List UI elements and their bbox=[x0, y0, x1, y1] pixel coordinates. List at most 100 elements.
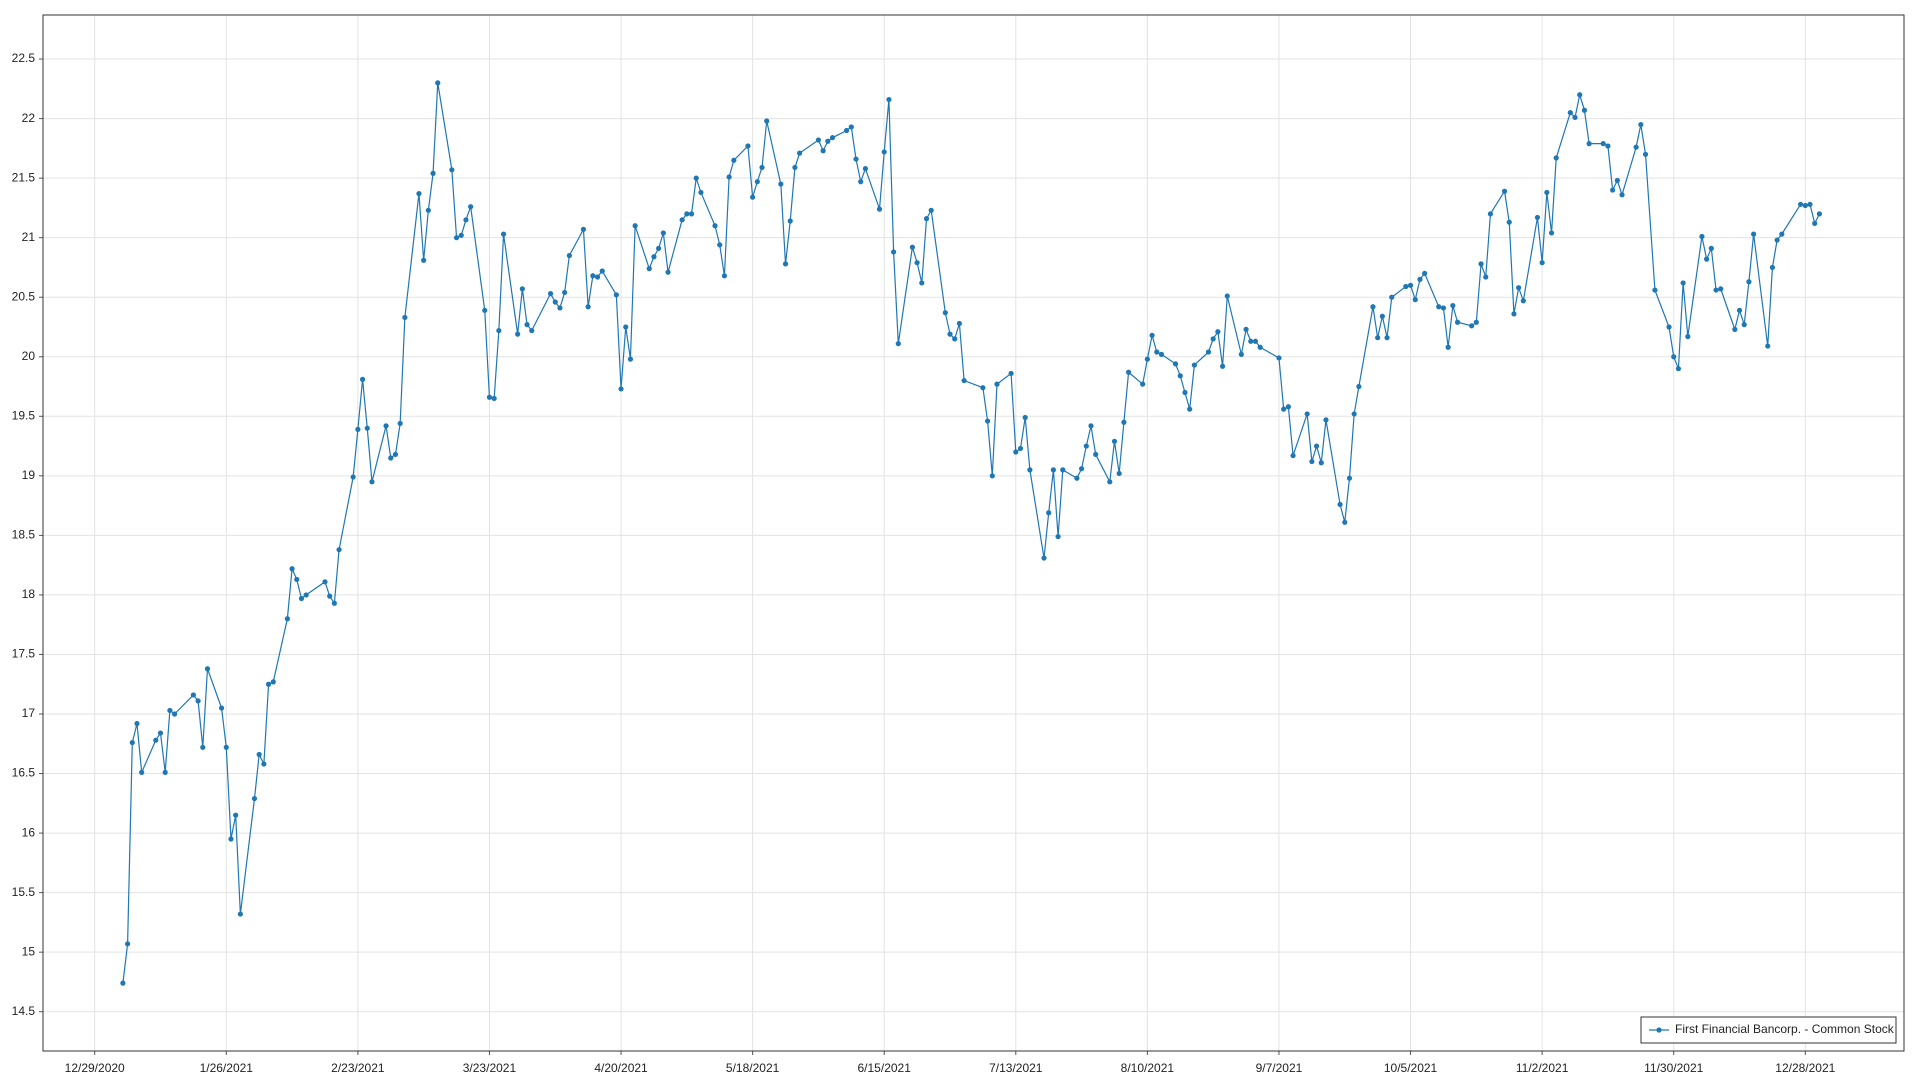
data-point bbox=[1403, 283, 1409, 290]
data-point bbox=[594, 274, 601, 280]
data-point bbox=[797, 150, 803, 156]
data-point bbox=[383, 423, 389, 429]
data-point bbox=[1511, 311, 1517, 317]
data-point bbox=[750, 194, 756, 200]
data-point bbox=[1487, 211, 1494, 217]
data-point bbox=[256, 751, 262, 758]
data-point bbox=[712, 223, 718, 229]
data-point bbox=[1614, 177, 1620, 184]
data-point bbox=[1544, 189, 1550, 196]
data-point bbox=[120, 980, 126, 986]
x-tick-label: 5/18/2021 bbox=[726, 1061, 780, 1075]
data-point bbox=[233, 812, 239, 818]
x-tick-label: 6/15/2021 bbox=[858, 1061, 912, 1075]
data-point bbox=[1337, 501, 1343, 508]
y-tick-label: 19.5 bbox=[12, 408, 36, 422]
data-point bbox=[1600, 141, 1606, 147]
data-point bbox=[200, 744, 206, 750]
data-point bbox=[1483, 274, 1489, 280]
data-point bbox=[956, 320, 963, 327]
data-point bbox=[1807, 201, 1813, 207]
data-point bbox=[886, 96, 892, 103]
data-point bbox=[1050, 467, 1056, 473]
data-point bbox=[1605, 143, 1611, 149]
data-point bbox=[1816, 211, 1823, 217]
x-tick-label: 12/29/2020 bbox=[65, 1061, 125, 1075]
data-point bbox=[1769, 264, 1776, 271]
data-point bbox=[778, 181, 784, 187]
data-point bbox=[693, 175, 699, 181]
data-point bbox=[1713, 287, 1719, 293]
data-point bbox=[1708, 245, 1714, 251]
data-point bbox=[947, 331, 953, 337]
y-tick-label: 15 bbox=[22, 944, 36, 958]
data-point bbox=[1351, 411, 1357, 417]
data-point bbox=[1375, 335, 1381, 341]
x-tick-label: 11/2/2021 bbox=[1516, 1061, 1569, 1075]
data-point bbox=[853, 156, 859, 162]
data-point bbox=[585, 304, 591, 310]
data-point bbox=[844, 127, 850, 134]
data-point bbox=[486, 394, 493, 400]
data-point bbox=[1370, 304, 1376, 310]
data-point bbox=[129, 739, 135, 746]
data-point bbox=[1685, 333, 1691, 340]
data-point bbox=[1666, 324, 1672, 330]
data-point bbox=[1422, 270, 1428, 277]
data-point bbox=[623, 324, 629, 330]
data-point bbox=[1121, 419, 1127, 425]
data-point bbox=[1548, 230, 1555, 236]
data-point bbox=[660, 230, 666, 236]
data-point bbox=[1440, 305, 1447, 311]
data-point bbox=[1798, 201, 1804, 207]
data-point bbox=[124, 941, 131, 947]
data-point bbox=[327, 593, 333, 599]
data-point bbox=[1473, 319, 1479, 325]
data-point bbox=[1290, 452, 1296, 459]
data-point bbox=[745, 143, 751, 149]
data-point bbox=[1017, 445, 1024, 452]
data-point bbox=[134, 720, 140, 727]
data-point bbox=[1450, 302, 1456, 309]
y-tick-label: 14.5 bbox=[12, 1004, 36, 1018]
data-point bbox=[388, 455, 394, 461]
data-point bbox=[397, 420, 403, 427]
data-point bbox=[1586, 141, 1592, 147]
data-point bbox=[731, 157, 737, 163]
data-point bbox=[294, 576, 300, 583]
data-point bbox=[402, 314, 408, 321]
data-point bbox=[336, 547, 342, 553]
data-point bbox=[369, 479, 375, 485]
data-point bbox=[157, 730, 164, 736]
data-point bbox=[787, 218, 793, 224]
y-tick-label: 19 bbox=[22, 468, 36, 482]
data-point bbox=[1055, 533, 1061, 540]
data-point bbox=[482, 307, 488, 313]
data-point bbox=[1619, 192, 1625, 198]
data-point bbox=[627, 356, 634, 362]
data-point bbox=[1252, 338, 1259, 344]
legend-label: First Financial Bancorp. - Common Stock bbox=[1675, 1022, 1895, 1036]
series-line bbox=[122, 82, 1820, 984]
data-point bbox=[298, 595, 305, 602]
data-point bbox=[1022, 414, 1028, 421]
data-point bbox=[1323, 417, 1329, 423]
data-point bbox=[1652, 287, 1658, 293]
data-point bbox=[1243, 326, 1249, 332]
data-point bbox=[1215, 329, 1221, 335]
data-point bbox=[1088, 423, 1094, 429]
data-point bbox=[656, 245, 662, 251]
data-point bbox=[679, 217, 685, 223]
data-point bbox=[1454, 319, 1461, 325]
data-point bbox=[303, 592, 309, 598]
data-point bbox=[1074, 475, 1080, 481]
data-point bbox=[359, 376, 366, 382]
data-point bbox=[862, 166, 869, 172]
data-point bbox=[1041, 555, 1047, 561]
data-point bbox=[1469, 323, 1475, 329]
legend-marker bbox=[1656, 1027, 1662, 1033]
data-point bbox=[1638, 121, 1644, 128]
data-point bbox=[1736, 307, 1743, 313]
data-point bbox=[1144, 356, 1150, 362]
data-point bbox=[1577, 92, 1583, 98]
